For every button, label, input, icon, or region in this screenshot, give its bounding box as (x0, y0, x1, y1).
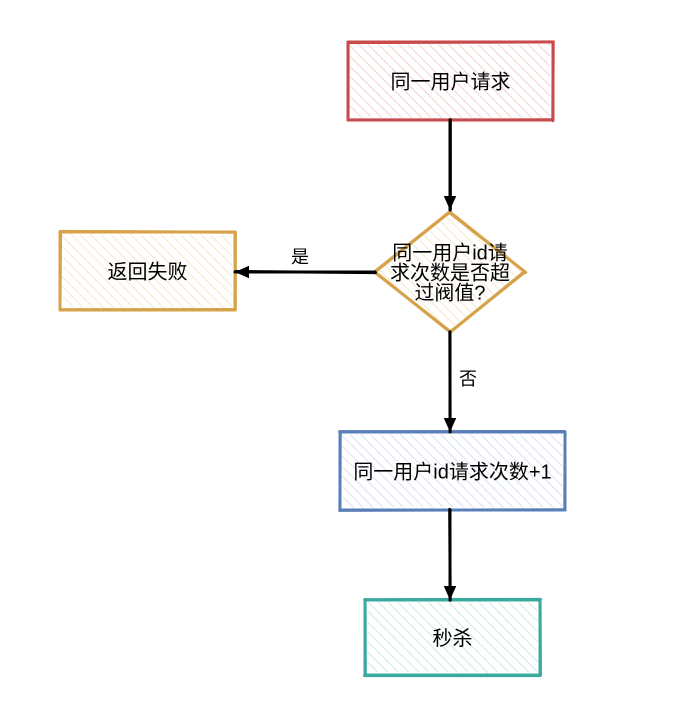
node-start-label: 同一用户请求 (391, 70, 511, 93)
node-fail: 返回失败 (60, 231, 235, 310)
node-decision: 同一用户id请求次数是否超过阀值? (375, 211, 526, 332)
node-end-label: 秒杀 (433, 627, 473, 650)
edge-1-label: 是 (291, 247, 309, 267)
edge-2-label: 否 (459, 369, 477, 389)
node-increment: 同一用户id请求次数+1 (340, 432, 565, 511)
edge-2: 否 (459, 369, 477, 389)
node-end: 秒杀 (365, 599, 541, 675)
node-start: 同一用户请求 (348, 42, 553, 121)
node-fail-label: 返回失败 (108, 260, 188, 283)
node-decision-line1: 同一用户id请 (392, 241, 508, 264)
edge-1: 是 (291, 247, 309, 267)
node-decision-line2: 求次数是否超 (390, 261, 510, 284)
node-decision-line3: 过阀值? (414, 281, 485, 304)
node-increment-label: 同一用户id请求次数+1 (353, 460, 551, 483)
